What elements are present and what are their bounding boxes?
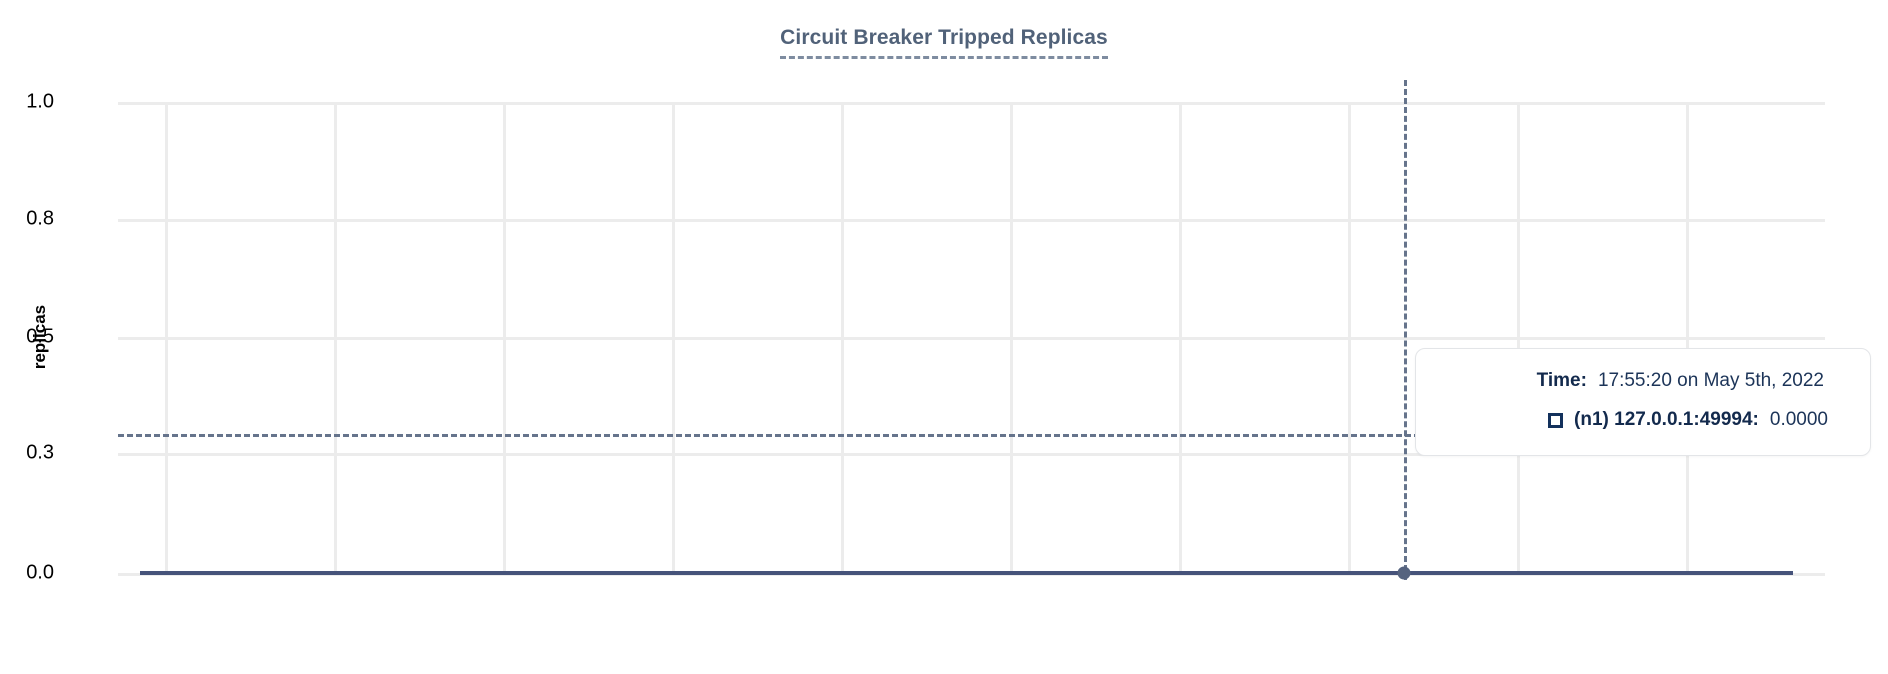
gridline-v-17:53 [1010, 102, 1013, 576]
gridline-v-17:55 [1348, 102, 1351, 576]
gridline-v-17:54 [1179, 102, 1182, 576]
y-axis-title: replicas [30, 304, 50, 370]
tooltip-time-value: 17:55:20 on May 5th, 2022 [1597, 370, 1824, 391]
gridline-h-0.5 [118, 337, 1825, 340]
chart-title: Circuit Breaker Tripped Replicas [0, 26, 1888, 59]
y-tick-label-0.3: 0.3 [26, 441, 54, 464]
tooltip-time-row: Time: 17:55:20 on May 5th, 2022 [1440, 370, 1846, 410]
tooltip-series-value: 0.0000 [1769, 408, 1828, 430]
y-tick-label-1.0: 1.0 [26, 90, 54, 113]
gridline-v-17:51 [672, 102, 675, 576]
hover-data-point[interactable] [1397, 566, 1411, 580]
gridline-v-17:50 [503, 102, 506, 576]
series-line-n1 [140, 571, 1793, 575]
gridline-v-17:52 [841, 102, 844, 576]
chart-title-text: Circuit Breaker Tripped Replicas [780, 26, 1108, 59]
gridline-v-17:57 [1686, 102, 1689, 576]
gridline-h-1.0 [118, 102, 1825, 105]
y-tick-label-0.0: 0.0 [26, 561, 54, 584]
series-swatch-icon [1548, 412, 1564, 428]
gridline-v-17:49 [334, 102, 337, 576]
gridline-v-17:56 [1517, 102, 1520, 576]
crosshair-horizontal [118, 434, 1825, 437]
tooltip-time-label: Time: [1536, 370, 1587, 391]
gridline-v-17:48 [165, 102, 168, 576]
plot-area[interactable]: 1.0 0.8 0.5 0.3 0.0 17:48 17:49 17:50 17… [26, 80, 1825, 584]
crosshair-vertical [1404, 80, 1407, 580]
gridline-h-0.8 [118, 219, 1825, 222]
gridline-h-0.3 [118, 453, 1825, 456]
tooltip-series-label: (n1) 127.0.0.1:49994: [1574, 408, 1759, 430]
tooltip-series-row: (n1) 127.0.0.1:49994: 0.0000 [1440, 408, 1846, 431]
y-tick-label-0.8: 0.8 [26, 207, 54, 230]
y-tick-label-0.5: 0.5 [26, 325, 54, 348]
hover-tooltip: Time: 17:55:20 on May 5th, 2022 (n1) 127… [1415, 348, 1871, 456]
